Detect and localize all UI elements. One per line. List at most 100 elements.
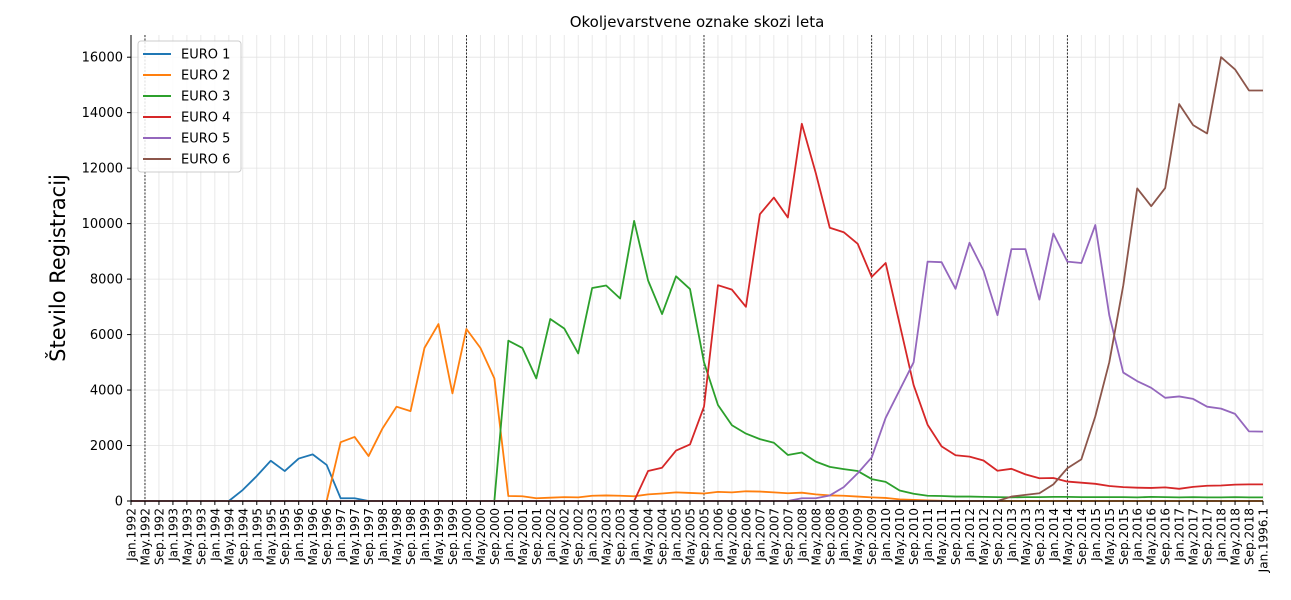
x-tick-label: Jan.2012 <box>963 508 977 562</box>
x-tick-label: Jan.1999 <box>418 508 432 562</box>
series-line-euro-2 <box>131 323 1263 502</box>
x-tick-label: Sep.2002 <box>572 508 586 565</box>
x-tick-label: May.2004 <box>642 508 656 565</box>
legend-label: EURO 3 <box>181 90 230 105</box>
x-tick-label: May.2015 <box>1103 508 1117 565</box>
x-tick-label: Sep.2007 <box>781 508 795 565</box>
x-tick-label: May.1996 <box>306 508 320 565</box>
x-tick-label: Sep.1995 <box>278 508 292 565</box>
x-tick-label: May.2008 <box>809 508 823 565</box>
y-tick-label: 0 <box>115 495 123 510</box>
x-tick-label: May.2007 <box>767 508 781 565</box>
x-tick-label: Sep.2004 <box>656 508 670 565</box>
x-tick-label: May.2014 <box>1061 508 1075 565</box>
x-tick-label: Jan.2008 <box>795 508 809 562</box>
x-tick-label: May.2006 <box>725 508 739 565</box>
x-tick-label: May.2000 <box>474 508 488 565</box>
x-tick-label: Jan.1994 <box>208 508 222 562</box>
x-tick-label: Sep.1997 <box>362 508 376 565</box>
x-tick-label: Jan.2016 <box>1131 508 1145 562</box>
legend: EURO 1 EURO 2 EURO 3 EURO 4 EURO 5 EURO 6 <box>137 40 242 173</box>
x-tick-label: Jan.1997 <box>334 508 348 562</box>
x-tick-label: Jan.2015 <box>1089 508 1103 562</box>
x-tick-label: Sep.2001 <box>530 508 544 565</box>
legend-label: EURO 2 <box>181 69 230 84</box>
x-tick-label: Sep.1998 <box>404 508 418 565</box>
x-tick-label: Jan.1996.1 <box>1257 508 1271 573</box>
x-tick-label: Jan.2000 <box>460 508 474 562</box>
x-tick-label: Sep.2017 <box>1201 508 1215 565</box>
x-tick-label: Jan.2006 <box>711 508 725 562</box>
x-tick-label: Jan.1996 <box>292 508 306 562</box>
x-tick-label: Jan.2007 <box>753 508 767 562</box>
x-tick-label: Sep.1996 <box>320 508 334 565</box>
y-tick-label: 16000 <box>82 51 123 66</box>
grid <box>130 35 1264 502</box>
x-tick-label: Jan.2003 <box>586 508 600 562</box>
series-line-euro-3 <box>131 219 1263 502</box>
axes <box>130 35 1263 502</box>
x-tick-label: Sep.2006 <box>739 508 753 565</box>
x-tick-label: May.1997 <box>348 508 362 565</box>
x-tick-label: Sep.2011 <box>949 508 963 565</box>
x-tick-label: Sep.2005 <box>697 508 711 565</box>
legend-label: EURO 1 <box>181 48 230 63</box>
x-tick-label: Sep.2018 <box>1243 508 1257 565</box>
x-tick-label: May.2003 <box>600 508 614 565</box>
x-tick-label: Jan.2005 <box>670 508 684 562</box>
x-tick-label: Sep.2003 <box>614 508 628 565</box>
x-tick-label: May.2009 <box>851 508 865 565</box>
x-tick-label: Sep.2015 <box>1117 508 1131 565</box>
legend-label: EURO 6 <box>181 153 230 168</box>
x-tick-label: May.2010 <box>893 508 907 565</box>
y-tick-label: 6000 <box>90 328 123 343</box>
x-tick-label: Jan.2002 <box>544 508 558 562</box>
x-tick-label: Jan.2010 <box>879 508 893 562</box>
x-tick-label: Sep.1999 <box>446 508 460 565</box>
x-tick-label: Jan.2011 <box>921 508 935 562</box>
x-tick-label: Jan.2014 <box>1047 508 1061 562</box>
x-axis-ticks: Jan.1992 May.1992 Sep.1992 Jan.1993 May.1993… <box>125 501 1271 573</box>
x-tick-label: Jan.2001 <box>502 508 516 562</box>
x-tick-label: Jan.1998 <box>376 508 390 562</box>
y-tick-label: 8000 <box>90 273 123 288</box>
x-tick-label: May.2005 <box>684 508 698 565</box>
x-tick-label: May.2013 <box>1019 508 1033 565</box>
x-tick-label: Sep.2012 <box>991 508 1005 565</box>
x-tick-label: Jan.2013 <box>1005 508 1019 562</box>
y-axis-ticks: 0 2000 4000 6000 8000 10000 12000 14000 16000 <box>82 51 131 510</box>
x-tick-label: Sep.1994 <box>236 508 250 565</box>
x-tick-label: May.2018 <box>1229 508 1243 565</box>
x-tick-label: May.1993 <box>180 508 194 565</box>
y-tick-label: 4000 <box>90 384 123 399</box>
x-tick-label: May.1994 <box>222 508 236 565</box>
x-tick-label: May.2017 <box>1187 508 1201 565</box>
x-tick-label: Jan.2017 <box>1173 508 1187 562</box>
y-tick-label: 12000 <box>82 162 123 177</box>
x-tick-label: Sep.2016 <box>1159 508 1173 565</box>
x-tick-label: Jan.2004 <box>628 508 642 562</box>
series-line-euro-5 <box>131 224 1264 502</box>
x-tick-label: Sep.1992 <box>152 508 166 565</box>
x-tick-label: May.2012 <box>977 508 991 565</box>
legend-label: EURO 4 <box>181 111 230 126</box>
x-tick-label: May.1992 <box>138 508 152 565</box>
x-tick-label: Sep.2008 <box>823 508 837 565</box>
y-tick-label: 10000 <box>82 217 123 232</box>
x-tick-label: Jan.1992 <box>125 508 139 562</box>
x-tick-label: Jan.2018 <box>1215 508 1229 562</box>
x-tick-label: May.2016 <box>1145 508 1159 565</box>
x-tick-label: May.2011 <box>935 508 949 565</box>
x-tick-label: Sep.2010 <box>907 508 921 565</box>
x-tick-label: Sep.2014 <box>1075 508 1089 565</box>
legend-box <box>137 40 242 173</box>
x-tick-label: May.1995 <box>264 508 278 565</box>
x-tick-label: May.1999 <box>432 508 446 565</box>
x-tick-label: May.2001 <box>516 508 530 565</box>
y-axis-label: Število Registracij <box>45 174 70 362</box>
x-tick-label: Jan.2009 <box>837 508 851 562</box>
x-tick-label: Jan.1995 <box>250 508 264 562</box>
y-tick-label: 2000 <box>90 439 123 454</box>
x-tick-label: Sep.2013 <box>1033 508 1047 565</box>
